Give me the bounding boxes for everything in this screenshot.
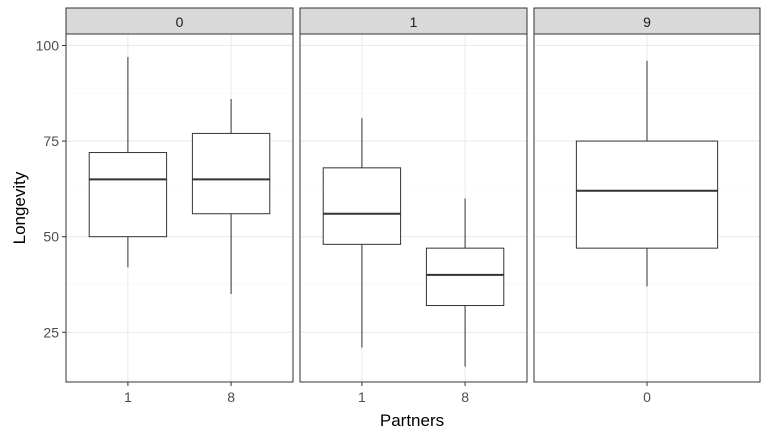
box-1-8 (425, 198, 505, 367)
box-0-8 (191, 99, 271, 295)
x-axis-title: Partners (380, 411, 444, 430)
facet-strip-label: 0 (176, 14, 184, 30)
y-tick-label: 75 (43, 133, 59, 149)
facet-panel-1: 1 1 8 (299, 7, 528, 405)
x-tick-label: 1 (124, 389, 132, 405)
panel-border (65, 33, 294, 383)
y-tick-label: 100 (36, 37, 60, 53)
facet-panel-0: 0 1 8 (65, 7, 294, 405)
box-0-1 (88, 56, 168, 268)
y-axis-title: Longevity (10, 171, 29, 244)
facet-strip-label: 1 (410, 14, 418, 30)
facet-strip (299, 7, 528, 35)
y-axis: 25 50 75 100 (36, 37, 66, 340)
panel-border (299, 33, 528, 383)
facet-strip-label: 9 (643, 14, 651, 30)
x-tick-label: 0 (643, 389, 651, 405)
facet-panel-9: 90 (533, 7, 761, 405)
box-iqr (322, 167, 402, 245)
y-tick-label: 50 (43, 229, 59, 245)
panels-layer: 01 811 890 (65, 7, 761, 405)
facet-strip (533, 7, 761, 35)
x-tick-label: 8 (227, 389, 235, 405)
box-1-1 (322, 118, 402, 348)
facet-strip (65, 7, 294, 35)
box-9-0 (575, 60, 719, 287)
y-tick-label: 25 (43, 324, 59, 340)
x-tick-label: 8 (461, 389, 469, 405)
x-tick-label: 1 (358, 389, 366, 405)
box-iqr (88, 152, 168, 238)
box-iqr (425, 247, 505, 307)
box-iqr (191, 132, 271, 215)
box-iqr (575, 140, 719, 249)
